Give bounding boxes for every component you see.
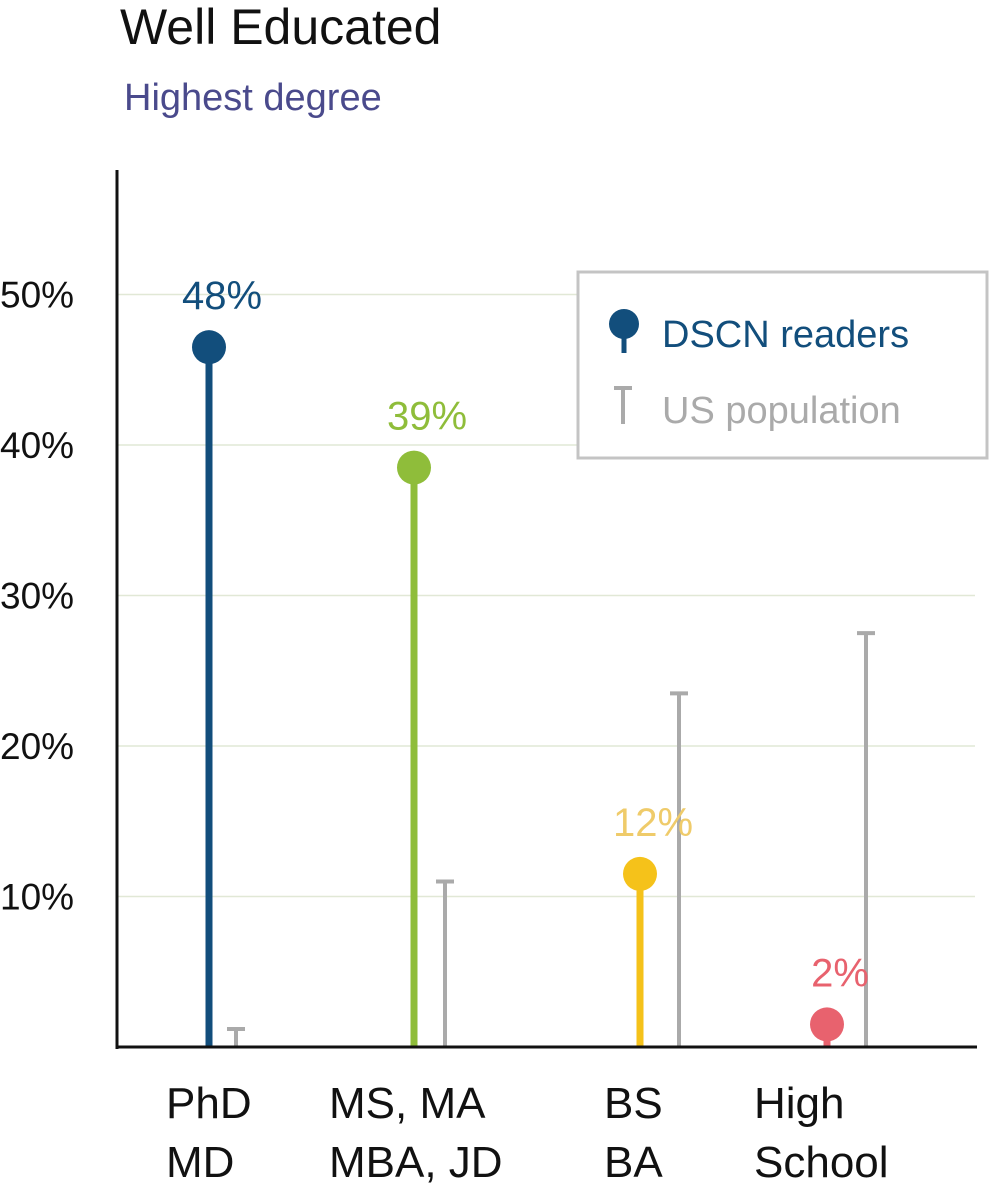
legend-population-label: US population <box>662 390 901 432</box>
population-mark <box>436 879 454 1047</box>
population-mark <box>857 631 875 1047</box>
reader-dot <box>192 330 226 365</box>
population-mark <box>670 691 688 1047</box>
reader-dot <box>810 1007 844 1042</box>
reader-dot <box>623 856 657 891</box>
x-category-label: PhD MD <box>166 1079 252 1186</box>
y-tick-label: 40% <box>0 425 74 466</box>
reader-data-label: 12% <box>613 801 693 845</box>
reader-lollipop: 39% <box>387 395 467 1047</box>
y-tick-label: 20% <box>0 726 74 767</box>
x-category-label: High School <box>754 1079 889 1186</box>
legend: DSCN readers US population <box>576 270 989 460</box>
reader-data-label: 39% <box>387 395 467 439</box>
population-mark <box>227 1026 245 1047</box>
legend-readers-icon <box>609 309 639 353</box>
reader-lollipop: 2% <box>810 951 869 1047</box>
legend-box <box>576 270 989 460</box>
chart-title: Well Educated <box>120 0 441 55</box>
dscn-readers-series: 48% 39% 12% 2% <box>182 274 869 1047</box>
chart-subtitle: Highest degree <box>124 77 382 119</box>
reader-dot <box>397 450 431 485</box>
y-tick-label: 30% <box>0 576 74 617</box>
us-population-series <box>227 631 875 1047</box>
y-tick-label: 50% <box>0 275 74 316</box>
x-category-label: MS, MA MBA, JD <box>329 1079 503 1186</box>
reader-data-label: 48% <box>182 274 262 318</box>
y-axis: 10% 20% 30% 40% 50% <box>0 170 119 1049</box>
reader-data-label: 2% <box>811 951 869 995</box>
legend-readers-label: DSCN readers <box>662 314 909 356</box>
reader-lollipop: 12% <box>613 801 693 1047</box>
y-tick-label: 10% <box>0 877 74 918</box>
legend-population-icon <box>614 386 632 424</box>
x-category-label: BS BA <box>604 1079 663 1186</box>
reader-lollipop: 48% <box>182 274 262 1047</box>
x-axis: PhD MD MS, MA MBA, JD BS BA High School <box>116 1045 977 1186</box>
